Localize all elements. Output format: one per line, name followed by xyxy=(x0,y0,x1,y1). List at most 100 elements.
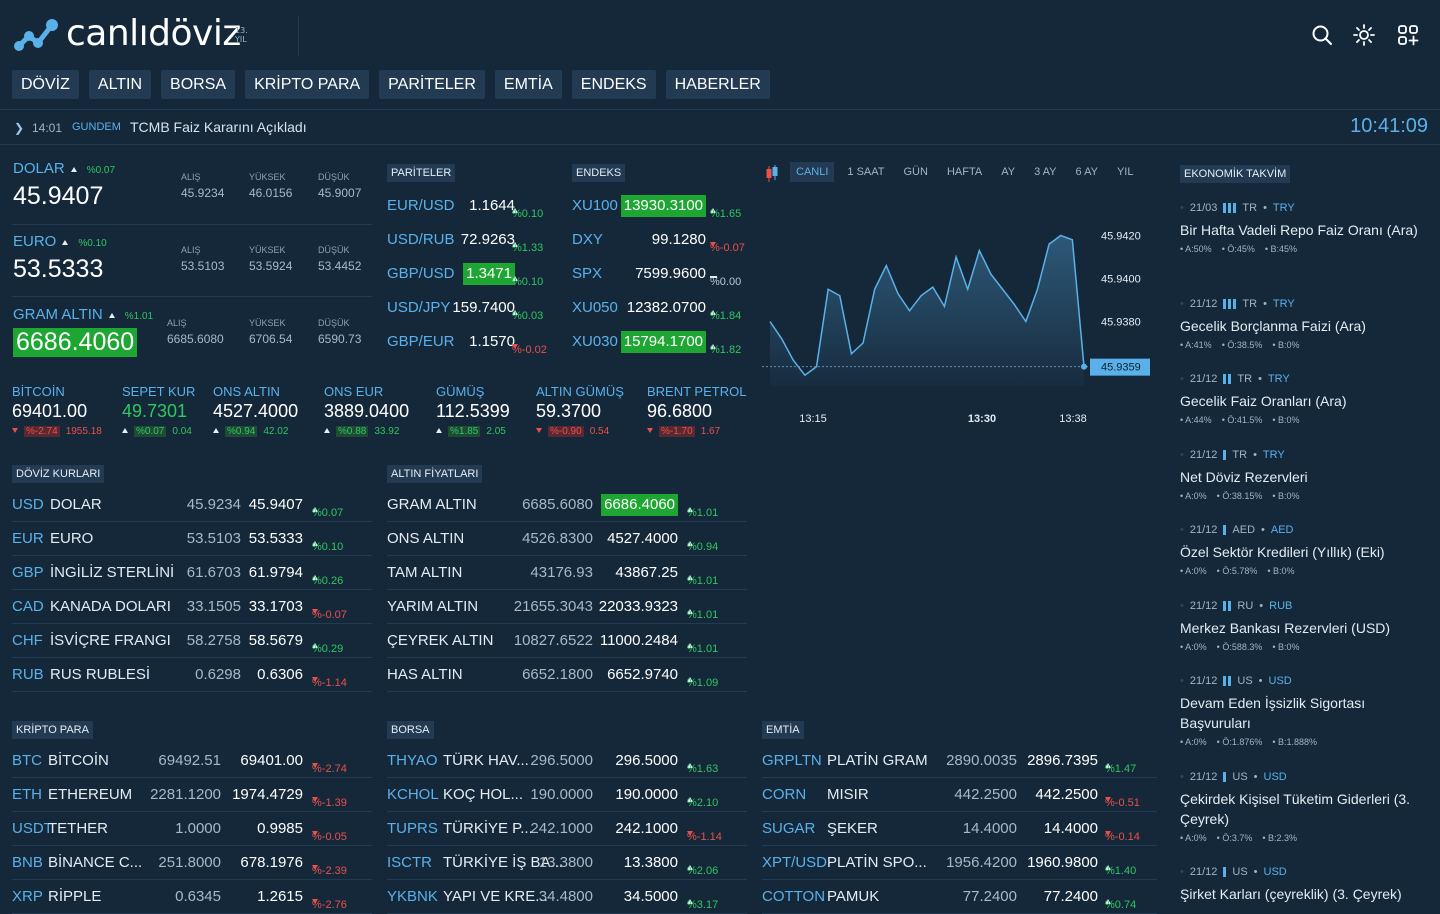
row-name: TETHER xyxy=(48,820,108,837)
main-rate-card[interactable]: EURO %0.10 53.5333 xyxy=(13,233,107,284)
nav-borsa[interactable]: BORSA xyxy=(161,70,236,99)
small-rate[interactable]: BİTCOİN 69401.00 %-2.74 1955.18 xyxy=(12,384,102,437)
chart-tab[interactable]: 1 SAAT xyxy=(847,166,885,178)
x-tick-label: 13:30 xyxy=(968,413,996,425)
small-rate[interactable]: BRENT PETROL 96.6800 %-1.70 1.67 xyxy=(647,384,746,437)
small-rate[interactable]: GÜMÜŞ 112.5399 %1.85 2.05 xyxy=(436,384,510,437)
pair-row[interactable]: XU100 13930.3100 %1.65 xyxy=(572,195,742,220)
chart-tab[interactable]: HAFTA xyxy=(946,166,983,178)
table-row[interactable]: USD DOLAR 45.9234 45.9407 %0.07 xyxy=(12,488,372,522)
theme-sun-icon[interactable] xyxy=(1353,24,1375,46)
main-rate-card[interactable]: GRAM ALTIN %1.01 6686.4060 xyxy=(13,306,153,357)
small-rate[interactable]: ALTIN GÜMÜŞ 59.3700 %-0.90 0.54 xyxy=(536,384,624,437)
pair-code: EUR/USD xyxy=(387,197,455,214)
chart-tab[interactable]: YIL xyxy=(1116,166,1134,178)
chart-tab[interactable]: 3 AY xyxy=(1034,166,1057,178)
pair-row[interactable]: EUR/USD 1.1644 %0.10 xyxy=(387,197,544,220)
arrow-up-icon xyxy=(687,609,693,614)
logo[interactable]: canlıdöviz 13. YIL xyxy=(14,14,248,54)
calendar-event[interactable]: • 21/12 TR • TRY Gecelik Faiz Oranları (Ara) •… xyxy=(1180,373,1426,425)
row-buy: 34.4800 xyxy=(538,888,593,905)
calendar-event[interactable]: • 21/12 TR • TRY Net Döviz Rezervleri • A:0% • … xyxy=(1180,449,1426,501)
table-row[interactable]: COTTON PAMUK 77.2400 77.2400 %0.74 xyxy=(762,880,1157,914)
pair-row[interactable]: USD/RUB 72.9263 %1.33 xyxy=(387,231,544,254)
event-title: Bir Hafta Vadeli Repo Faiz Oranı (Ara) xyxy=(1180,222,1418,238)
pair-row[interactable]: GBP/EUR 1.1570 %-0.02 xyxy=(387,333,547,356)
event-title: Merkez Bankası Rezervleri (USD) xyxy=(1180,620,1391,636)
table-row[interactable]: USDT TETHER 1.0000 0.9985 %-0.05 xyxy=(12,812,372,846)
row-code: XRP xyxy=(12,888,43,905)
table-row[interactable]: YKBNK YAPI VE KRE... 34.4800 34.5000 %3.17 xyxy=(387,880,747,914)
pair-row[interactable]: SPX 7599.9600 %0.00 xyxy=(572,265,742,288)
pair-row[interactable]: XU030 15794.1700 %1.82 xyxy=(572,331,742,356)
nav-emtia[interactable]: EMTİA xyxy=(494,70,562,99)
table-row[interactable]: GBP İNGİLİZ STERLİNİ 61.6703 61.9794 %0.26 xyxy=(12,556,372,590)
calendar-event[interactable]: • 21/12 US • USD Çekirdek Kişisel Tüketim Gid… xyxy=(1180,771,1426,843)
news-headline[interactable]: TCMB Faiz Kararını Açıkladı xyxy=(130,119,307,135)
arrow-down-icon xyxy=(512,344,518,349)
small-rate[interactable]: SEPET KUR 49.7301 %0.07 0.04 xyxy=(122,384,195,437)
news-ticker[interactable]: ❯ 14:01 GUNDEM TCMB Faiz Kararını Açıkla… xyxy=(0,111,1440,145)
calendar-event[interactable]: • 21/12 US • USD Devam Eden İşsizlik Sigortas… xyxy=(1180,675,1426,747)
table-row[interactable]: HAS ALTIN 6652.1800 6652.9740 %1.09 xyxy=(387,658,747,692)
small-rate[interactable]: ONS ALTIN 4527.4000 %0.94 42.02 xyxy=(213,384,298,437)
candlestick-icon[interactable] xyxy=(765,164,779,184)
table-row[interactable]: TUPRS TÜRKİYE P... 242.1000 242.1000 %-1.14 xyxy=(387,812,747,846)
chart-tab[interactable]: CANLI xyxy=(790,162,835,182)
main-rate-card[interactable]: DOLAR %0.07 45.9407 xyxy=(13,160,115,211)
table-row[interactable]: BTC BİTCOİN 69492.51 69401.00 %-2.74 xyxy=(12,744,372,778)
row-buy: 1.0000 xyxy=(175,820,221,837)
row-sell: 1974.4729 xyxy=(232,786,303,803)
table-row[interactable]: YARIM ALTIN 21655.3043 22033.9323 %1.01 xyxy=(387,590,747,624)
calendar-event[interactable]: • 21/12 AED • AED Özel Sektör Kredileri (Yıll… xyxy=(1180,524,1426,576)
row-code: KCHOL xyxy=(387,786,439,803)
chart-tab[interactable]: 6 AY xyxy=(1075,166,1098,178)
search-icon[interactable] xyxy=(1311,24,1333,46)
nav-altin[interactable]: ALTIN xyxy=(88,70,152,99)
price-chart[interactable]: 45.9420 45.9400 45.9380 45.9359 13:15 13:30 13… xyxy=(762,200,1160,440)
table-row[interactable]: TAM ALTIN 43176.93 43867.25 %1.01 xyxy=(387,556,747,590)
table-row[interactable]: RUB RUS RUBLESİ 0.6298 0.6306 %-1.14 xyxy=(12,658,372,692)
small-rate[interactable]: ONS EUR 3889.0400 %0.88 33.92 xyxy=(324,384,409,437)
table-row[interactable]: ISCTR TÜRKİYE İŞ BA... 13.3800 13.3800 %2.06 xyxy=(387,846,747,880)
nav-doviz[interactable]: DÖVİZ xyxy=(12,70,79,99)
nav-endeks[interactable]: ENDEKS xyxy=(571,70,656,99)
nav-kripto[interactable]: KRİPTO PARA xyxy=(245,70,370,99)
small-rate-name: ONS ALTIN xyxy=(213,384,280,399)
table-row[interactable]: ETH ETHEREUM 2281.1200 1974.4729 %-1.39 xyxy=(12,778,372,812)
row-sell: 14.4000 xyxy=(1043,820,1098,837)
pair-row[interactable]: XU050 12382.0700 %1.84 xyxy=(572,299,742,322)
chart-tab[interactable]: GÜN xyxy=(903,166,928,178)
nav-haberler[interactable]: HABERLER xyxy=(665,70,770,99)
table-row[interactable]: GRAM ALTIN 6685.6080 6686.4060 %1.01 xyxy=(387,488,747,522)
nav-pariteler[interactable]: PARİTELER xyxy=(379,70,485,99)
table-row[interactable]: ÇEYREK ALTIN 10827.6522 11000.2484 %1.01 xyxy=(387,624,747,658)
table-row[interactable]: GRPLTN PLATİN GRAM 2890.0035 2896.7395 %1.47 xyxy=(762,744,1157,778)
calendar-event[interactable]: • 21/03 TR • TRY Bir Hafta Vadeli Repo Faiz O… xyxy=(1180,202,1426,254)
row-sell: 45.9407 xyxy=(248,496,303,513)
row-code: BNB xyxy=(12,854,43,871)
table-row[interactable]: CAD KANADA DOLARI 33.1505 33.1703 %-0.07 xyxy=(12,590,372,624)
pair-row[interactable]: DXY 99.1280 %-0.07 xyxy=(572,231,745,254)
arrow-up-icon xyxy=(710,344,716,349)
table-row[interactable]: KCHOL KOÇ HOL... 190.0000 190.0000 %2.10 xyxy=(387,778,747,812)
apps-grid-icon[interactable] xyxy=(1397,24,1419,46)
table-row[interactable]: EUR EURO 53.5103 53.5333 %0.10 xyxy=(12,522,372,556)
table-row[interactable]: XRP RİPPLE 0.6345 1.2615 %-2.76 xyxy=(12,880,372,914)
table-row[interactable]: ONS ALTIN 4526.8300 4527.4000 %0.94 xyxy=(387,522,747,556)
pair-row[interactable]: GBP/USD 1.3471 %0.10 xyxy=(387,263,544,288)
calendar-event[interactable]: • 21/12 US • USD Şirket Karları (çeyreklik) (… xyxy=(1180,866,1426,904)
calendar-event[interactable]: • 21/12 TR • TRY Gecelik Borçlanma Faizi (Ara… xyxy=(1180,298,1426,350)
chart-tab[interactable]: AY xyxy=(1001,166,1016,178)
table-row[interactable]: THYAO TÜRK HAV... 296.5000 296.5000 %1.63 xyxy=(387,744,747,778)
event-country: AED xyxy=(1232,524,1256,536)
table-row[interactable]: CHF İSVİÇRE FRANGI 58.2758 58.5679 %0.29 xyxy=(12,624,372,658)
calendar-event[interactable]: • 21/12 RU • RUB Merkez Bankası Rezervleri (U… xyxy=(1180,600,1426,652)
row-code: COTTON xyxy=(762,888,826,905)
table-row[interactable]: CORN MISIR 442.2500 442.2500 %-0.51 xyxy=(762,778,1157,812)
arrow-down-icon xyxy=(312,763,318,768)
table-row[interactable]: BNB BİNANCE C... 251.8000 678.1976 %-2.39 xyxy=(12,846,372,880)
pair-row[interactable]: USD/JPY 159.7400 %0.03 xyxy=(387,299,544,322)
table-row[interactable]: SUGAR ŞEKER 14.4000 14.4000 %-0.14 xyxy=(762,812,1157,846)
table-row[interactable]: XPT/USD PLATİN SPO... 1956.4200 1960.9800 %1… xyxy=(762,846,1157,880)
